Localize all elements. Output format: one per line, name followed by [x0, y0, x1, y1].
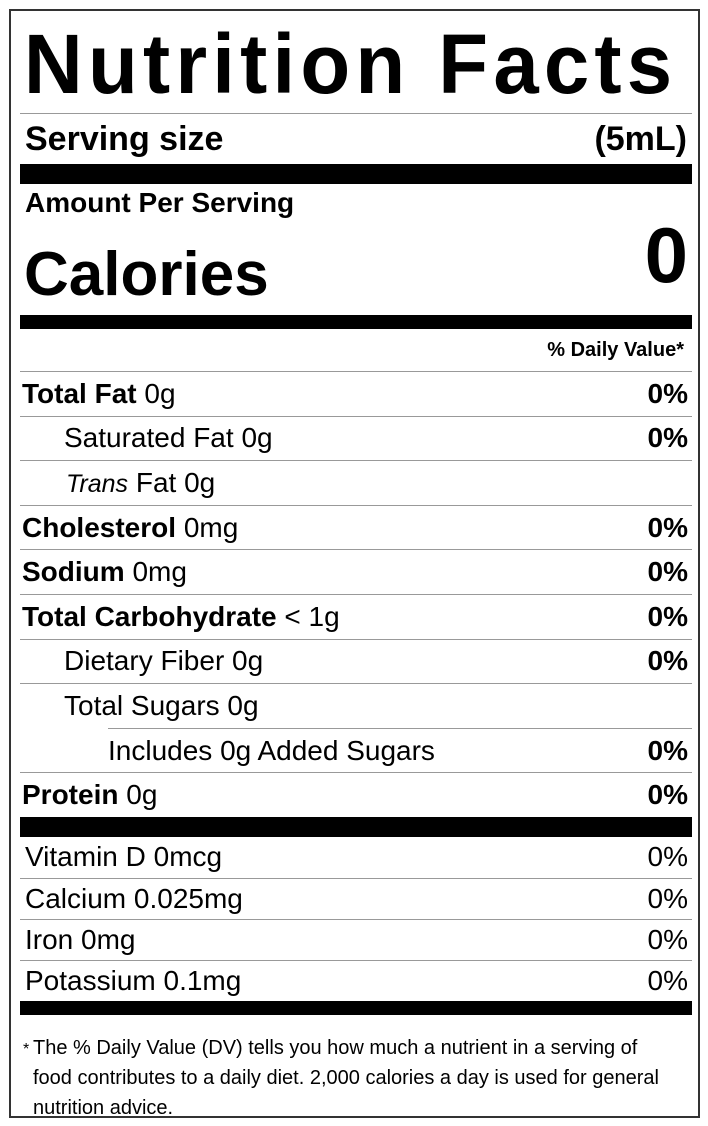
nutrient-row-dietary-fiber: Dietary Fiber 0g 0%: [20, 638, 692, 684]
vitamin-dv: 0%: [647, 882, 688, 914]
vitamin-name: Potassium 0.1mg: [25, 964, 242, 996]
nutrient-dv: 0%: [647, 556, 688, 588]
vitamin-dv: 0%: [647, 923, 688, 955]
vitamin-dv: 0%: [647, 964, 688, 996]
vitamin-row: Calcium 0.025mg 0%: [20, 877, 692, 919]
nutrient-amount: 0mg: [183, 511, 239, 543]
thick-divider: [20, 816, 692, 837]
vitamin-dv: 0%: [647, 841, 688, 873]
thick-divider: [20, 315, 692, 329]
nutrient-dv: 0%: [647, 645, 688, 677]
serving-size-label: Serving size: [25, 119, 224, 158]
serving-size-row: Serving size (5mL): [20, 114, 692, 164]
nutrient-amount: 0g: [144, 377, 176, 409]
nutrient-name: Dietary Fiber: [64, 645, 225, 677]
nutrient-row-cholesterol: Cholesterol 0mg 0%: [20, 504, 692, 550]
calories-value: 0: [644, 211, 688, 299]
nutrient-name: Includes 0g Added Sugars: [108, 734, 435, 766]
nutrient-name-italic: Trans: [66, 469, 129, 498]
vitamin-row: Iron 0mg 0%: [20, 918, 692, 960]
nutrient-row-total-fat: Total Fat 0g 0%: [20, 371, 692, 416]
daily-value-header: % Daily Value*: [547, 339, 684, 361]
nutrient-name: Sodium: [22, 556, 125, 588]
nutrient-name: Saturated Fat: [64, 422, 234, 454]
amount-per-serving: Amount Per Serving: [25, 187, 295, 218]
nutrient-row-sodium: Sodium 0mg 0%: [20, 549, 692, 594]
thick-divider: [20, 1000, 692, 1015]
nutrient-name: Total Fat: [22, 377, 137, 409]
nutrient-row-trans-fat: Trans Fat 0g: [20, 460, 692, 505]
calories-row: Calories 0: [20, 211, 692, 315]
divider: [20, 113, 692, 114]
nutrient-amount: 0g: [126, 779, 158, 811]
vitamin-row: Vitamin D 0mcg 0%: [20, 837, 692, 878]
serving-size-value: (5mL): [594, 119, 687, 158]
calories-label: Calories: [24, 240, 269, 309]
nutrient-amount: 0g: [184, 466, 216, 498]
nutrient-row-total-sugars: Total Sugars 0g: [20, 683, 692, 728]
nutrient-name: Protein: [22, 779, 119, 811]
nutrient-dv: 0%: [647, 779, 688, 811]
nutrient-dv: 0%: [647, 600, 688, 632]
nutrient-dv: 0%: [647, 511, 688, 543]
nutrient-dv: 0%: [647, 422, 688, 454]
nutrient-amount: 0g: [227, 689, 259, 721]
nutrient-amount: 0g: [232, 645, 264, 677]
nutrient-name: Cholesterol: [22, 511, 177, 543]
nutrient-row-saturated-fat: Saturated Fat 0g 0%: [20, 415, 692, 461]
nutrient-amount: 0mg: [132, 556, 187, 588]
footnote-star: *: [23, 1040, 30, 1058]
vitamin-row: Potassium 0.1mg 0%: [20, 959, 692, 1001]
nutrient-row-total-carbohydrate: Total Carbohydrate < 1g 0%: [20, 593, 692, 639]
nutrient-name: Total Carbohydrate: [22, 600, 277, 632]
footnote-text: The % Daily Value (DV) tells you how muc…: [33, 1036, 659, 1119]
nutrient-amount: < 1g: [284, 600, 340, 632]
vitamin-name: Calcium 0.025mg: [25, 882, 243, 914]
footnote: * The % Daily Value (DV) tells you how m…: [20, 1015, 692, 1123]
label-title: Nutrition Facts: [23, 17, 678, 111]
nutrient-row-protein: Protein 0g 0%: [20, 772, 692, 817]
nutrient-name: Total Sugars: [64, 689, 220, 721]
nutrient-row-added-sugars: Includes 0g Added Sugars 0%: [108, 727, 692, 773]
thick-divider: [20, 164, 692, 184]
nutrition-facts-label: Nutrition Facts Serving size (5mL) Amoun…: [9, 9, 700, 1119]
nutrient-amount: 0g: [241, 422, 273, 454]
nutrient-dv: 0%: [647, 734, 688, 766]
nutrient-name: Fat: [135, 466, 177, 498]
vitamin-name: Iron 0mg: [25, 923, 136, 955]
nutrient-dv: 0%: [647, 377, 688, 409]
vitamin-name: Vitamin D 0mcg: [25, 841, 223, 873]
